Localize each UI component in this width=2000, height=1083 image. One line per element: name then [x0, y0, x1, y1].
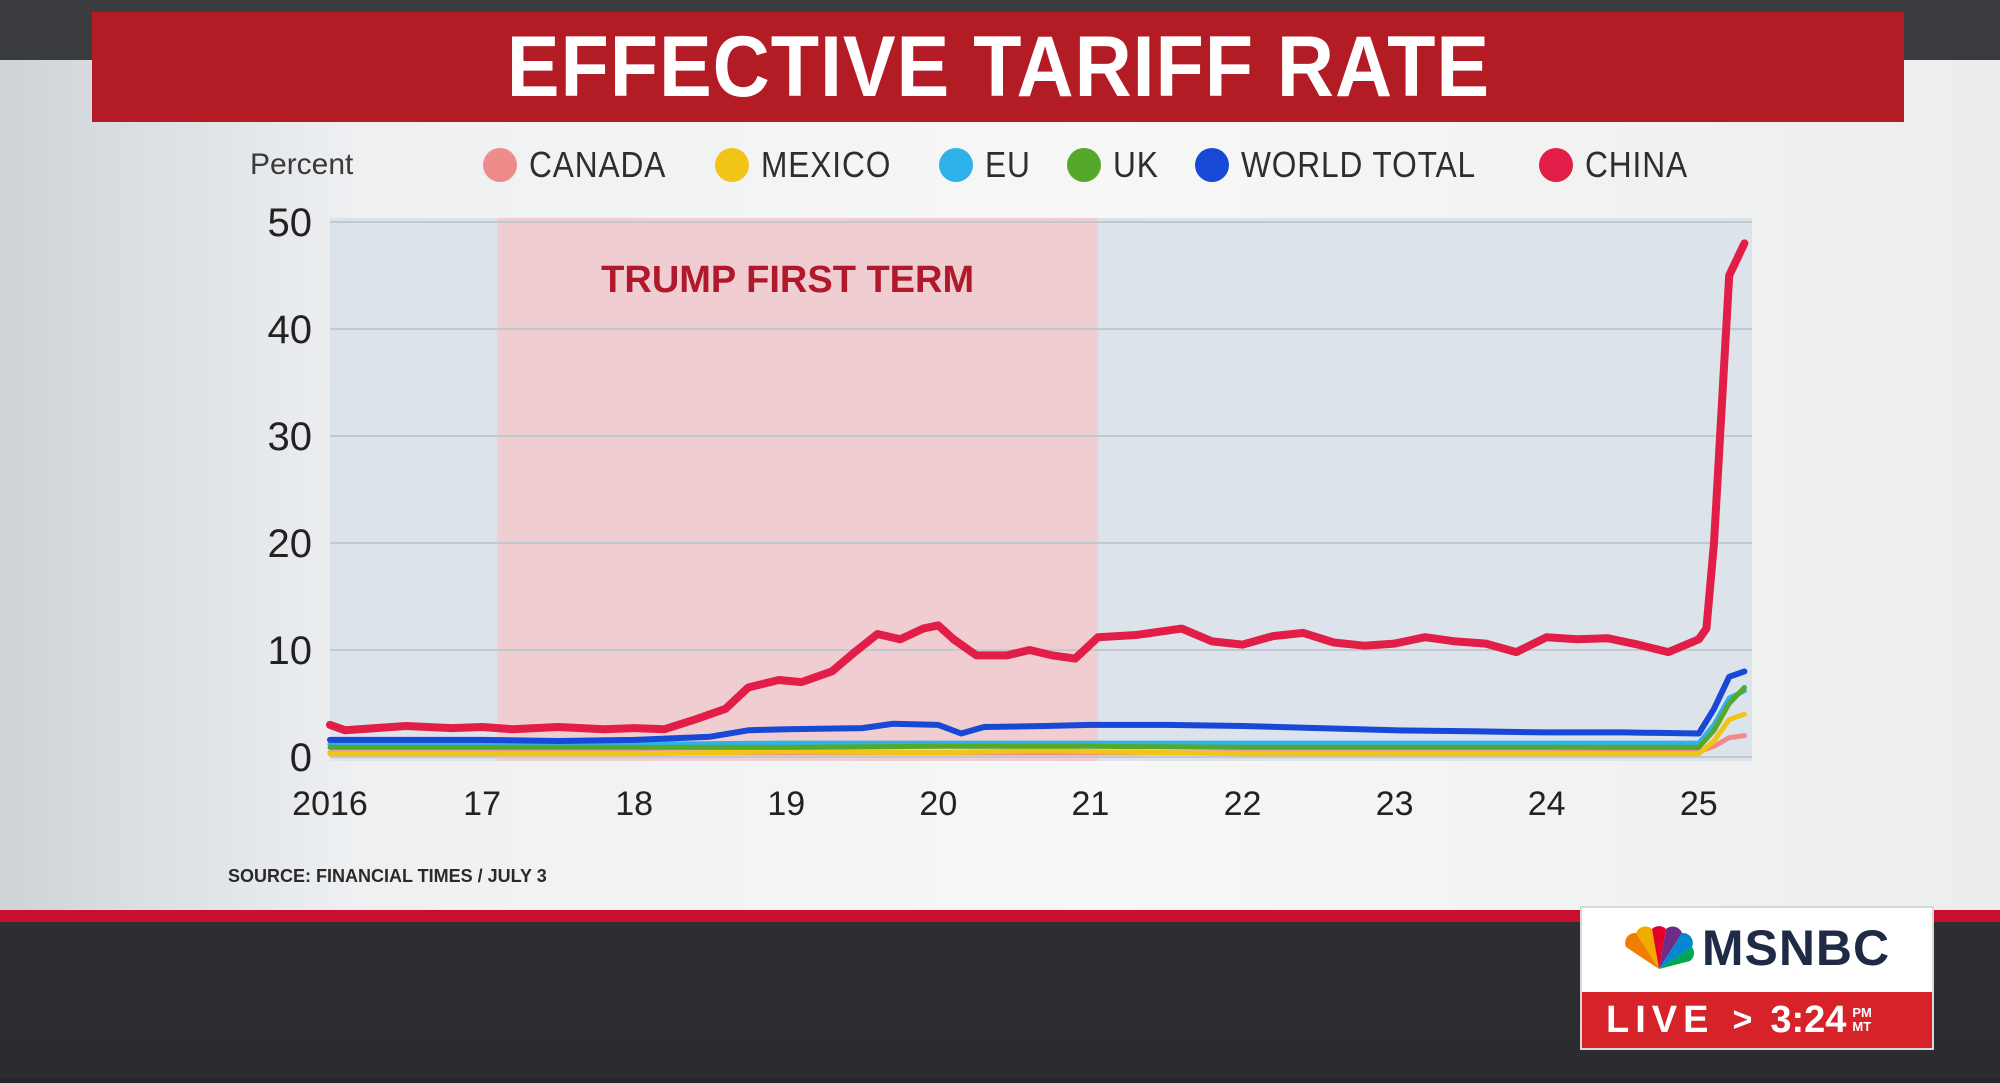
- y-tick-label-50: 50: [268, 201, 313, 245]
- legend-dot-eu: [939, 148, 974, 182]
- legend-dot-mexico: [715, 148, 750, 182]
- x-tick-label-23: 23: [1376, 785, 1414, 823]
- legend-label-canada: CANADA: [529, 144, 667, 185]
- legend-label-eu: EU: [985, 144, 1032, 185]
- legend-dot-canada: [483, 148, 518, 182]
- live-ampm: PM MT: [1852, 1006, 1872, 1034]
- peacock-icon: [1624, 926, 1694, 969]
- x-tick-label-24: 24: [1528, 785, 1566, 823]
- live-ampm-top: PM: [1852, 1005, 1872, 1020]
- legend-item-canada: CANADA: [483, 144, 685, 186]
- shaded-region-0: [497, 218, 1099, 761]
- screen-bottom-edge: [0, 910, 2000, 922]
- legend-dot-world-total: [1195, 148, 1230, 182]
- series-line-eu: [327, 688, 1747, 747]
- live-label: LIVE: [1606, 998, 1715, 1041]
- network-name: MSNBC: [1701, 920, 1891, 976]
- x-tick-label-2016: 2016: [292, 785, 368, 823]
- series-line-world-total: [327, 668, 1748, 744]
- y-axis-unit-label: Percent: [250, 148, 354, 181]
- live-arrow: >: [1732, 1000, 1753, 1039]
- x-tick-label-22: 22: [1224, 785, 1262, 823]
- y-tick-label-20: 20: [268, 522, 313, 566]
- live-time: 3:24: [1770, 998, 1847, 1041]
- x-tick-label-21: 21: [1072, 785, 1110, 823]
- series-line-mexico: [327, 711, 1747, 757]
- title-banner: EFFECTIVE TARIFF RATE: [92, 12, 1904, 122]
- y-tick-label-40: 40: [268, 308, 313, 352]
- y-tick-label-30: 30: [268, 415, 313, 459]
- legend-item-world-total: WORLD TOTAL: [1195, 144, 1508, 186]
- chart-legend: Percent CANADA MEXICO EU UK WORLD TOTAL …: [250, 140, 1732, 190]
- legend-item-eu: EU: [939, 144, 1037, 186]
- legend-dot-china: [1538, 148, 1573, 182]
- series-line-uk: [327, 685, 1747, 750]
- y-tick-label-10: 10: [268, 629, 313, 673]
- shaded-region-label: TRUMP FIRST TERM: [601, 259, 974, 301]
- legend-dot-uk: [1067, 148, 1102, 182]
- x-tick-label-18: 18: [615, 785, 653, 823]
- network-bug: MSNBC LIVE > 3:24 PM MT: [1580, 906, 1934, 1050]
- network-logo: MSNBC: [1582, 908, 1932, 988]
- y-tick-label-0: 0: [290, 736, 312, 780]
- legend-label-mexico: MEXICO: [761, 144, 892, 185]
- legend-label-china: CHINA: [1584, 144, 1688, 185]
- x-tick-label-20: 20: [919, 785, 957, 823]
- legend-item-mexico: MEXICO: [715, 144, 909, 186]
- live-bar: LIVE > 3:24 PM MT: [1582, 992, 1932, 1048]
- chart-title: EFFECTIVE TARIFF RATE: [506, 18, 1490, 115]
- legend-label-world-total: WORLD TOTAL: [1241, 144, 1477, 185]
- legend-label-uk: UK: [1113, 144, 1160, 185]
- x-tick-label-19: 19: [767, 785, 805, 823]
- legend-item-china: CHINA: [1538, 144, 1702, 186]
- x-tick-label-17: 17: [463, 785, 501, 823]
- series-line-china: [326, 239, 1749, 735]
- legend-item-uk: UK: [1067, 144, 1165, 186]
- x-tick-label-25: 25: [1680, 785, 1718, 823]
- source-note: SOURCE: FINANCIAL TIMES / JULY 3: [228, 866, 547, 886]
- live-ampm-bottom: MT: [1852, 1019, 1872, 1034]
